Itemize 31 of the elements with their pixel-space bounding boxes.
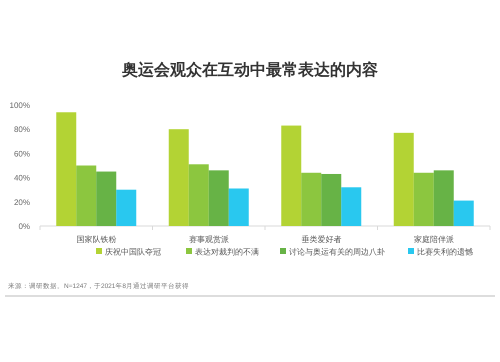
bar	[341, 187, 362, 226]
bar	[76, 166, 96, 226]
x-tick-label: 赛事观赏派	[188, 235, 229, 244]
x-tick-label: 家庭陪伴派	[414, 235, 454, 244]
x-tick-label: 垂类爱好者	[301, 235, 342, 244]
bar	[321, 174, 342, 226]
bar	[188, 164, 209, 226]
bar	[116, 190, 136, 226]
bar	[414, 172, 434, 226]
x-tick-label: 国家队铁粉	[76, 235, 116, 244]
y-tick-label: 60%	[14, 149, 30, 158]
bar	[434, 170, 454, 226]
bar	[168, 129, 189, 226]
bar	[228, 188, 249, 226]
y-tick-label: 40%	[14, 174, 30, 183]
bar	[96, 172, 116, 226]
legend-label: 庆祝中国队夺冠	[105, 248, 161, 256]
bar	[394, 132, 414, 226]
y-tick-label: 20%	[14, 198, 30, 207]
bar	[281, 126, 302, 226]
bar	[56, 112, 76, 226]
bar	[208, 170, 229, 226]
legend-label: 比赛失利的遗憾	[417, 248, 473, 256]
y-tick-label: 0%	[18, 222, 30, 231]
y-tick-label: 80%	[14, 125, 30, 134]
chart-title: 奥运会观众在互动中最常表达的内容	[121, 60, 378, 79]
y-tick-label: 100%	[10, 101, 30, 110]
bar	[454, 200, 474, 226]
legend-label: 表达对裁判的不满	[195, 248, 259, 256]
bar	[301, 172, 322, 226]
legend-label: 讨论与奥运有关的周边八卦	[289, 248, 385, 256]
